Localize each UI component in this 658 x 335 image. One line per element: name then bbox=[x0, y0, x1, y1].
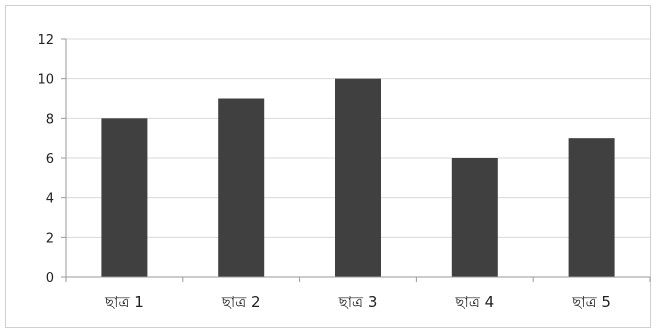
y-tick-label: 6 bbox=[46, 152, 54, 167]
bar bbox=[451, 158, 498, 277]
x-category-label: ছাত্র 2 bbox=[221, 293, 261, 311]
x-category-label: ছাত্র 3 bbox=[338, 293, 378, 311]
y-tick-label: 4 bbox=[46, 192, 54, 207]
bar bbox=[568, 138, 615, 277]
x-category-label: ছাত্র 5 bbox=[571, 293, 611, 311]
y-tick-label: 0 bbox=[46, 271, 54, 286]
x-category-label: ছাত্র 1 bbox=[104, 293, 144, 311]
bar bbox=[218, 98, 265, 277]
chart-frame: 0 2 4 6 8 10 12 ছাত্র 1 ছাত্র 2 ছাত্র 3 ছাত্র 4 ছাত… bbox=[5, 5, 651, 328]
y-tick-label: 12 bbox=[37, 33, 54, 48]
bar bbox=[101, 118, 148, 277]
bar-chart: 0 2 4 6 8 10 12 ছাত্র 1 ছাত্র 2 ছাত্র 3 ছাত্র 4 ছাত… bbox=[37, 33, 651, 311]
x-category-label: ছাত্র 4 bbox=[454, 293, 494, 311]
y-tick-label: 8 bbox=[46, 112, 54, 127]
y-tick-label: 2 bbox=[46, 231, 54, 246]
bar bbox=[335, 78, 381, 278]
y-tick-label: 10 bbox=[37, 73, 54, 88]
